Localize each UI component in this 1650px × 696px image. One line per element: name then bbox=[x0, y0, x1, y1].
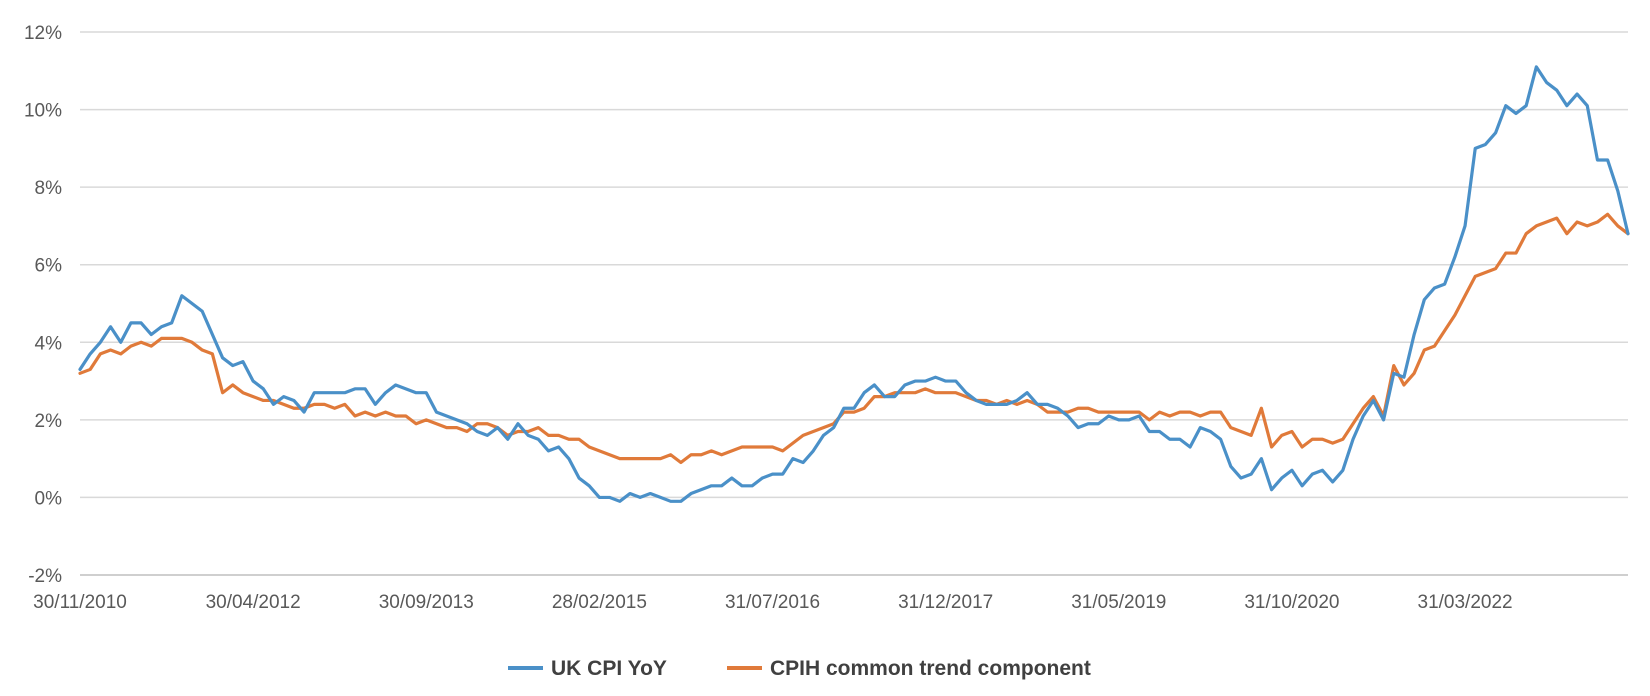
y-tick-label: 4% bbox=[35, 333, 63, 354]
y-tick-label: 6% bbox=[35, 256, 63, 277]
x-tick-label: 28/02/2015 bbox=[552, 592, 647, 613]
series-lines bbox=[78, 65, 1630, 503]
series-line-cpih bbox=[78, 212, 1630, 465]
legend-label-cpih: CPIH common trend component bbox=[770, 657, 1091, 680]
legend: UK CPI YoY CPIH common trend component bbox=[508, 657, 1091, 680]
x-tick-label: 31/05/2019 bbox=[1071, 592, 1166, 613]
y-tick-label: -2% bbox=[28, 566, 62, 587]
x-tick-label: 31/10/2020 bbox=[1244, 592, 1339, 613]
x-tick-label: 31/03/2022 bbox=[1418, 592, 1513, 613]
y-tick-label: 10% bbox=[24, 101, 62, 122]
y-tick-label: 12% bbox=[24, 23, 62, 44]
y-tick-label: 2% bbox=[35, 411, 63, 432]
x-tick-label: 30/11/2010 bbox=[33, 592, 127, 613]
y-tick-label: 8% bbox=[35, 178, 63, 199]
x-tick-label: 31/07/2016 bbox=[725, 592, 820, 613]
y-tick-label: 0% bbox=[35, 488, 63, 509]
gridlines bbox=[80, 31, 1628, 499]
x-tick-label: 30/09/2013 bbox=[379, 592, 474, 613]
x-tick-label: 31/12/2017 bbox=[898, 592, 993, 613]
x-axis-tick-labels: 30/11/2010 30/04/2012 30/09/2013 28/02/2015… bbox=[33, 592, 1512, 613]
y-axis-tick-labels: -2% 0% 2% 4% 6% 8% 10% 12% bbox=[24, 23, 62, 587]
x-tick-label: 30/04/2012 bbox=[206, 592, 301, 613]
series-line-uk-cpi bbox=[78, 65, 1630, 503]
legend-label-uk-cpi: UK CPI YoY bbox=[551, 657, 667, 680]
